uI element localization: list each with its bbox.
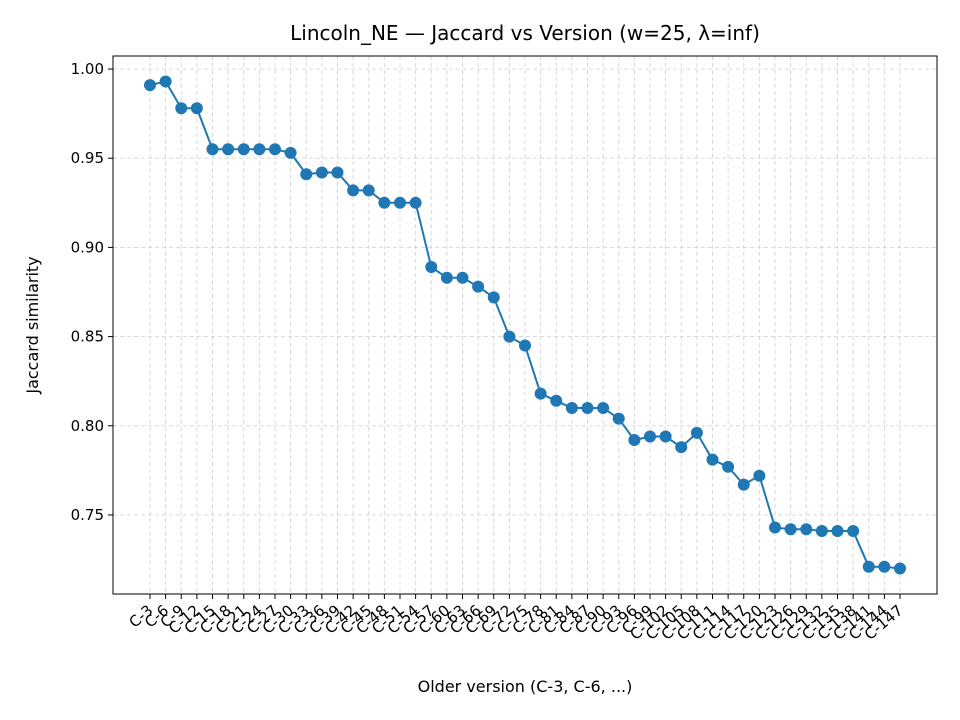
data-point — [878, 560, 891, 573]
y-axis: 0.75 0.80 0.85 0.90 0.95 1.00 — [71, 60, 113, 524]
data-point — [644, 430, 656, 443]
data-point — [394, 196, 406, 209]
y-axis-title: Jaccard similarity — [23, 256, 42, 394]
data-point — [409, 196, 422, 209]
data-point — [831, 525, 844, 538]
y-tick-label: 1.00 — [71, 60, 104, 78]
data-point — [550, 394, 563, 407]
data-point — [737, 478, 750, 491]
data-point — [487, 291, 500, 304]
grid — [113, 56, 937, 594]
data-point — [159, 75, 172, 88]
data-point — [347, 184, 360, 197]
data-point — [659, 430, 672, 443]
data-point — [628, 434, 641, 447]
data-point — [300, 168, 313, 181]
x-axis-title: Older version (C-3, C-6, ...) — [418, 677, 633, 696]
data-point — [534, 387, 547, 400]
data-point — [690, 426, 703, 439]
series — [144, 75, 906, 575]
data-point — [269, 143, 281, 156]
data-point — [222, 143, 235, 156]
data-point — [565, 401, 578, 414]
data-point — [190, 102, 203, 115]
data-point — [315, 166, 328, 179]
y-tick-label: 0.75 — [71, 506, 104, 524]
data-point — [597, 401, 610, 414]
data-point — [581, 401, 594, 414]
data-point — [362, 184, 375, 197]
data-point — [284, 146, 297, 159]
data-point — [253, 143, 266, 156]
data-point — [519, 339, 531, 352]
data-point — [456, 271, 469, 284]
data-point — [862, 560, 875, 573]
y-tick-label: 0.80 — [71, 417, 104, 435]
data-point — [800, 523, 813, 536]
data-point — [894, 562, 906, 575]
data-point — [815, 525, 828, 538]
y-tick-label: 0.90 — [71, 238, 104, 256]
chart-title: Lincoln_NE — Jaccard vs Version (w=25, λ… — [290, 21, 760, 45]
data-point — [378, 196, 391, 209]
data-point — [753, 469, 766, 482]
data-point — [472, 280, 485, 293]
data-point — [706, 453, 719, 466]
data-point — [847, 525, 860, 538]
data-point — [440, 271, 453, 284]
data-point — [784, 523, 797, 536]
data-point — [237, 143, 250, 156]
data-point — [144, 79, 156, 92]
data-point — [675, 441, 688, 454]
data-point — [175, 102, 188, 115]
data-point — [503, 330, 516, 343]
data-point — [331, 166, 344, 179]
data-point — [722, 460, 735, 473]
data-point — [206, 143, 219, 156]
data-point — [612, 412, 625, 425]
y-tick-label: 0.95 — [71, 149, 104, 167]
y-tick-label: 0.85 — [71, 328, 104, 346]
data-point — [769, 521, 781, 534]
data-point — [425, 261, 438, 274]
